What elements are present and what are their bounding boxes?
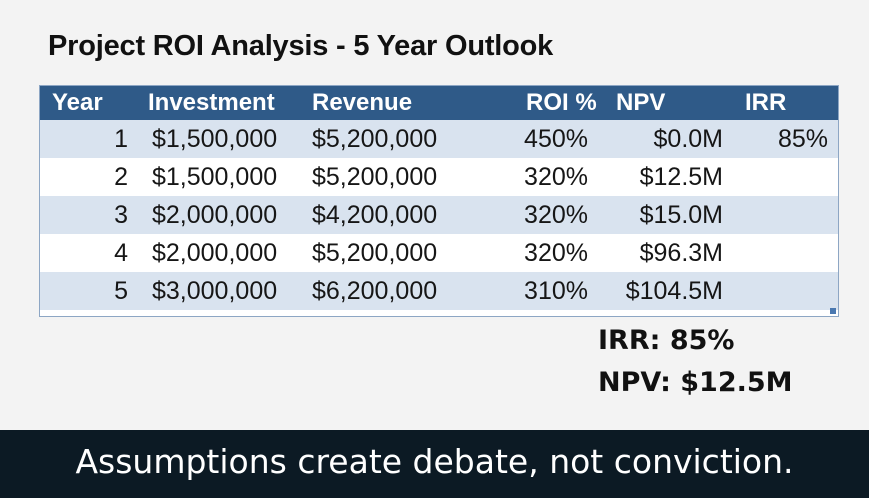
header-investment: Investment xyxy=(148,89,275,116)
table-resize-handle[interactable] xyxy=(830,308,836,314)
header-irr: IRR xyxy=(745,89,787,116)
header-roi: ROI % xyxy=(526,89,597,116)
cell-npv: $12.5M xyxy=(639,162,723,191)
cell-revenue: $6,200,000 xyxy=(312,276,438,305)
summary-npv: NPV: $12.5M xyxy=(598,367,793,398)
roi-table-container: Year Investment Revenue ROI % NPV IRR 1 … xyxy=(39,85,839,317)
cell-year: 2 xyxy=(114,162,128,191)
cell-year: 1 xyxy=(114,124,128,153)
cell-irr xyxy=(725,158,838,196)
table-header-row: Year Investment Revenue ROI % NPV IRR xyxy=(40,86,838,120)
cell-revenue: $5,200,000 xyxy=(312,124,438,153)
cell-irr: 85% xyxy=(777,124,828,153)
cell-year: 3 xyxy=(114,200,128,229)
cell-revenue: $5,200,000 xyxy=(312,162,438,191)
header-npv: NPV xyxy=(616,89,666,116)
cell-npv: $0.0M xyxy=(653,124,723,153)
cell-investment: $1,500,000 xyxy=(152,162,278,191)
cell-irr xyxy=(725,196,838,234)
summary-irr: IRR: 85% xyxy=(598,325,735,356)
slide-title: Project ROI Analysis - 5 Year Outlook xyxy=(48,30,554,62)
table-row: 4 $2,000,000 $5,200,000 320% $96.3M xyxy=(40,234,838,272)
cell-revenue: $4,200,000 xyxy=(312,200,438,229)
table-row: 2 $1,500,000 $5,200,000 320% $12.5M xyxy=(40,158,838,196)
cell-investment: $3,000,000 xyxy=(152,276,278,305)
table-row: 5 $3,000,000 $6,200,000 310% $104.5M xyxy=(40,272,838,310)
roi-table: Year Investment Revenue ROI % NPV IRR 1 … xyxy=(40,86,838,310)
header-year: Year xyxy=(52,89,103,116)
header-revenue: Revenue xyxy=(312,89,413,116)
cell-roi: 320% xyxy=(524,162,588,191)
table-row: 1 $1,500,000 $5,200,000 450% $0.0M 85% xyxy=(40,120,838,158)
cell-roi: 320% xyxy=(524,238,588,267)
cell-investment: $2,000,000 xyxy=(152,200,278,229)
cell-npv: $96.3M xyxy=(639,238,723,267)
cell-irr xyxy=(725,272,838,310)
subtitle-bar: Assumptions create debate, not convictio… xyxy=(0,430,869,498)
cell-irr xyxy=(725,234,838,272)
cell-roi: 320% xyxy=(524,200,588,229)
table-row: 3 $2,000,000 $4,200,000 320% $15.0M xyxy=(40,196,838,234)
cell-investment: $2,000,000 xyxy=(152,238,278,267)
cell-npv: $15.0M xyxy=(639,200,723,229)
cell-roi: 310% xyxy=(524,276,588,305)
cell-year: 5 xyxy=(114,276,128,305)
cell-roi: 450% xyxy=(524,124,588,153)
cell-revenue: $5,200,000 xyxy=(312,238,438,267)
cell-investment: $1,500,000 xyxy=(152,124,278,153)
cell-npv: $104.5M xyxy=(625,276,723,305)
subtitle-text: Assumptions create debate, not convictio… xyxy=(75,442,794,481)
presentation-slide: Project ROI Analysis - 5 Year Outlook Ye… xyxy=(39,30,839,398)
cell-year: 4 xyxy=(114,238,128,267)
